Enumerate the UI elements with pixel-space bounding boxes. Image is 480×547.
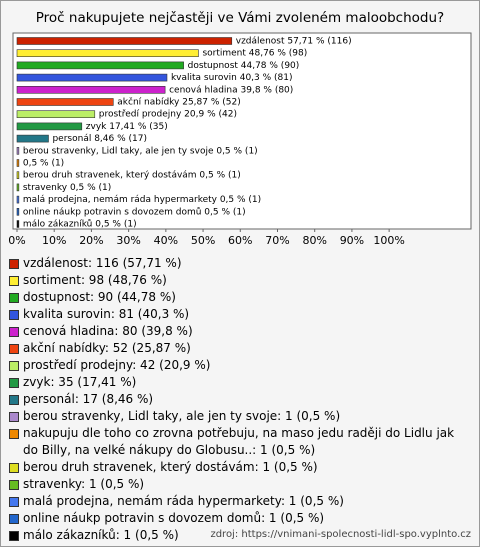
legend-item: malá prodejna, nemám ráda hypermarkety: … bbox=[9, 493, 471, 510]
legend-swatch bbox=[9, 395, 19, 405]
bar bbox=[16, 98, 114, 106]
bar-label: personál 8,46 % (17) bbox=[52, 134, 147, 144]
legend: vzdálenost: 116 (57,71 %) sortiment: 98 (… bbox=[9, 255, 471, 544]
x-tick-label: 100% bbox=[373, 234, 404, 247]
legend-item: berou stravenky, Lidl taky, ale jen ty s… bbox=[9, 408, 471, 425]
bar-label: malá prodejna, nemám ráda hypermarkety 0… bbox=[23, 195, 261, 205]
legend-item: kvalita surovin: 81 (40,3 %) bbox=[9, 306, 471, 323]
legend-label: cenová hladina: 80 (39,8 %) bbox=[23, 324, 193, 338]
legend-swatch bbox=[9, 259, 19, 269]
bar bbox=[16, 49, 199, 58]
bar-label: málo zákazníků 0,5 % (1) bbox=[23, 219, 137, 230]
legend-item: cenová hladina: 80 (39,8 %) bbox=[9, 323, 471, 340]
x-tick-label: 40% bbox=[154, 234, 178, 247]
legend-label: akční nabídky: 52 (25,87 %) bbox=[23, 341, 191, 355]
legend-label: zvyk: 35 (17,41 %) bbox=[23, 375, 137, 389]
legend-swatch bbox=[9, 463, 19, 473]
bar-label: 0,5 % (1) bbox=[23, 159, 64, 169]
legend-item: personál: 17 (8,46 %) bbox=[9, 391, 471, 408]
bar-label: stravenky 0,5 % (1) bbox=[23, 183, 111, 193]
x-tick-label: 50% bbox=[191, 234, 215, 247]
legend-swatch bbox=[9, 531, 19, 541]
legend-item: nakupuju dle toho co zrovna potřebuju, n… bbox=[9, 425, 471, 459]
legend-swatch bbox=[9, 293, 19, 303]
legend-item: málo zákazníků: 1 (0,5 %) bbox=[9, 527, 471, 544]
legend-label: málo zákazníků: 1 (0,5 %) bbox=[23, 528, 179, 542]
bar bbox=[16, 208, 20, 216]
bar bbox=[16, 220, 20, 228]
legend-label: prostředí prodejny: 42 (20,9 %) bbox=[23, 358, 211, 372]
legend-swatch bbox=[9, 480, 19, 490]
bar-label: zvyk 17,41 % (35) bbox=[86, 122, 168, 132]
plot: Proč nakupujete nejčastěji ve Vámi zvole… bbox=[8, 10, 472, 247]
legend-label: nakupuju dle toho co zrovna potřebuju, n… bbox=[23, 426, 455, 457]
legend-label: malá prodejna, nemám ráda hypermarkety: … bbox=[23, 494, 344, 508]
legend-label: sortiment: 98 (48,76 %) bbox=[23, 273, 167, 287]
legend-item: zvyk: 35 (17,41 %) bbox=[9, 374, 471, 391]
legend-label: dostupnost: 90 (44,78 %) bbox=[23, 290, 176, 304]
legend-item: online náukp potravin s dovozem domů: 1 … bbox=[9, 510, 471, 527]
bar bbox=[16, 171, 20, 179]
legend-swatch bbox=[9, 378, 19, 388]
legend-label: vzdálenost: 116 (57,71 %) bbox=[23, 256, 182, 270]
bar-label: dostupnost 44,78 % (90) bbox=[188, 61, 300, 71]
bar-label: online náukp potravin s dovozem domů 0,5… bbox=[23, 206, 246, 217]
legend-item: sortiment: 98 (48,76 %) bbox=[9, 272, 471, 289]
legend-swatch bbox=[9, 361, 19, 371]
bar-label: cenová hladina 39,8 % (80) bbox=[169, 85, 293, 95]
x-tick-label: 30% bbox=[116, 234, 140, 247]
bar-label: berou druh stravenek, který dostávám 0,5… bbox=[23, 171, 241, 181]
bar-label: vzdálenost 57,71 % (116) bbox=[236, 37, 352, 47]
x-tick-label: 0% bbox=[8, 234, 25, 247]
bar-label: prostředí prodejny 20,9 % (42) bbox=[99, 110, 237, 120]
legend-swatch bbox=[9, 429, 19, 439]
legend-swatch bbox=[9, 412, 19, 422]
bar bbox=[16, 37, 233, 45]
bar-label: kvalita surovin 40,3 % (81) bbox=[171, 73, 293, 83]
bar bbox=[16, 110, 96, 118]
bar bbox=[16, 86, 166, 94]
bar-label: berou stravenky, Lidl taky, ale jen ty s… bbox=[23, 146, 258, 156]
legend-swatch bbox=[9, 327, 19, 337]
bar bbox=[16, 183, 20, 192]
legend-swatch bbox=[9, 514, 19, 524]
x-tick-label: 80% bbox=[302, 234, 326, 247]
legend-item: dostupnost: 90 (44,78 %) bbox=[9, 289, 471, 306]
legend-label: personál: 17 (8,46 %) bbox=[23, 392, 154, 406]
legend-label: online náukp potravin s dovozem domů: 1 … bbox=[23, 511, 325, 525]
legend-item: prostředí prodejny: 42 (20,9 %) bbox=[9, 357, 471, 374]
bar-label: sortiment 48,76 % (98) bbox=[202, 49, 307, 59]
legend-label: berou druh stravenek, který dostávám: 1 … bbox=[23, 460, 318, 474]
legend-label: kvalita surovin: 81 (40,3 %) bbox=[23, 307, 190, 321]
legend-swatch bbox=[9, 344, 19, 354]
bar bbox=[16, 134, 49, 143]
bar bbox=[16, 159, 20, 167]
bar bbox=[16, 73, 168, 82]
chart-title: Proč nakupujete nejčastěji ve Vámi zvole… bbox=[36, 10, 444, 26]
bar bbox=[16, 195, 20, 204]
legend-swatch bbox=[9, 310, 19, 320]
legend-item: stravenky: 1 (0,5 %) bbox=[9, 476, 471, 493]
legend-label: berou stravenky, Lidl taky, ale jen ty s… bbox=[23, 409, 341, 423]
legend-label: stravenky: 1 (0,5 %) bbox=[23, 477, 145, 491]
bar bbox=[16, 61, 184, 70]
x-tick-label: 10% bbox=[42, 234, 66, 247]
bar bbox=[16, 122, 83, 131]
bar bbox=[16, 147, 20, 155]
x-tick-label: 20% bbox=[79, 234, 103, 247]
x-tick-label: 70% bbox=[265, 234, 289, 247]
legend-item: akční nabídky: 52 (25,87 %) bbox=[9, 340, 471, 357]
legend-item: vzdálenost: 116 (57,71 %) bbox=[9, 255, 471, 272]
source: zdroj: https://vnimani-spolecnosti-lidl-… bbox=[210, 529, 471, 540]
legend-swatch bbox=[9, 276, 19, 286]
x-tick-label: 90% bbox=[340, 234, 364, 247]
bar-label: akční nabídky 25,87 % (52) bbox=[117, 97, 240, 108]
x-tick-label: 60% bbox=[228, 234, 252, 247]
legend-item: berou druh stravenek, který dostávám: 1 … bbox=[9, 459, 471, 476]
legend-swatch bbox=[9, 497, 19, 507]
